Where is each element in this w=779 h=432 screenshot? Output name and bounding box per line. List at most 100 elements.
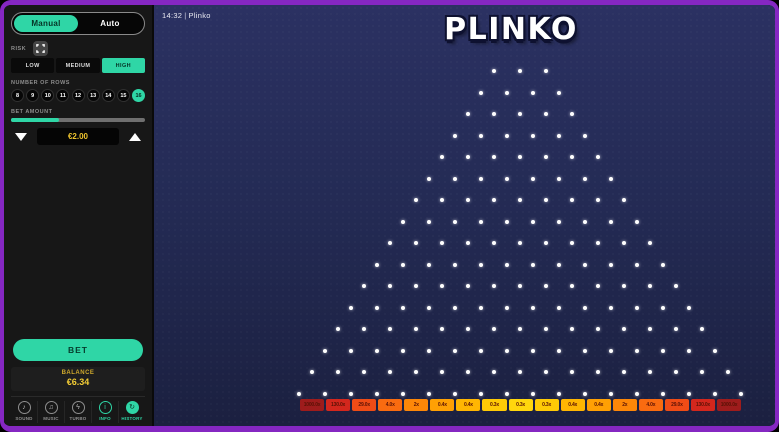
multiplier-slot: 1000.0x: [717, 399, 742, 411]
peg: [414, 370, 418, 374]
rows-option-10[interactable]: 10: [41, 89, 55, 102]
peg: [531, 176, 535, 181]
peg: [518, 370, 522, 374]
peg-row: [336, 327, 704, 331]
peg: [596, 284, 600, 288]
risk-header: RISK: [11, 41, 145, 56]
peg: [414, 284, 418, 288]
multiplier-slot: 2x: [612, 399, 637, 411]
rows-option-8[interactable]: 8: [11, 89, 24, 102]
nav-history-button[interactable]: ↻ HISTORY: [118, 401, 145, 423]
peg: [466, 112, 470, 116]
peg: [492, 69, 496, 73]
peg: [440, 198, 444, 202]
peg: [505, 262, 509, 267]
peg: [505, 348, 509, 353]
peg: [323, 391, 327, 396]
peg: [388, 284, 392, 288]
peg: [557, 348, 561, 353]
balance-value: €6.34: [66, 377, 90, 387]
rows-option-16[interactable]: 16: [132, 89, 145, 102]
peg: [492, 112, 496, 116]
peg: [388, 327, 392, 331]
rows-option-12[interactable]: 12: [71, 89, 85, 102]
peg: [609, 176, 613, 181]
nav-music-button[interactable]: ♫ MUSIC: [37, 401, 64, 423]
peg: [648, 284, 652, 288]
peg: [479, 348, 483, 353]
peg: [518, 155, 522, 159]
multiplier-slot: 130.0x: [326, 399, 351, 411]
peg-row: [297, 391, 743, 396]
peg: [557, 133, 561, 138]
peg: [635, 262, 639, 267]
peg: [531, 219, 535, 224]
tab-manual[interactable]: Manual: [14, 15, 78, 32]
peg: [349, 305, 353, 310]
risk-option-high[interactable]: HIGH: [101, 58, 145, 73]
peg: [401, 348, 405, 353]
peg: [609, 305, 613, 310]
risk-option-low[interactable]: LOW: [11, 58, 55, 73]
rows-option-11[interactable]: 11: [56, 89, 70, 102]
peg: [544, 198, 548, 202]
peg: [583, 133, 587, 138]
peg: [518, 327, 522, 331]
nav-info-button[interactable]: i INFO: [91, 401, 118, 423]
balance-label: BALANCE: [61, 370, 95, 376]
peg: [544, 112, 548, 116]
peg: [349, 391, 353, 396]
mode-tabs: Manual Auto: [11, 12, 145, 35]
multiplier-row: 1000.0x 130.0x 29.0x 4.0x 2x 0.4x 0.4x 0.3x 0.3x…: [300, 399, 742, 411]
peg: [687, 305, 691, 310]
peg: [570, 241, 574, 245]
risk-selector: LOW MEDIUM HIGH: [11, 58, 145, 73]
peg: [583, 219, 587, 224]
bet-increase-button[interactable]: [125, 132, 145, 141]
bet-decrease-button[interactable]: [11, 132, 31, 141]
peg: [518, 241, 522, 245]
peg: [570, 112, 574, 116]
bet-amount-field[interactable]: €2.00: [37, 128, 119, 145]
triangle-up-icon: [129, 132, 141, 141]
music-note-icon: ♫: [44, 401, 58, 414]
peg: [609, 348, 613, 353]
peg: [466, 198, 470, 202]
multiplier-slot: 29.0x: [664, 399, 689, 411]
nav-turbo-label: TURBO: [69, 416, 87, 421]
peg: [583, 262, 587, 267]
nav-turbo-button[interactable]: ϟ TURBO: [64, 401, 91, 423]
rows-option-14[interactable]: 14: [101, 89, 115, 102]
peg: [544, 284, 548, 288]
rows-option-13[interactable]: 13: [86, 89, 100, 102]
bet-progress-fill: [11, 118, 60, 122]
peg: [635, 305, 639, 310]
plinko-board: [297, 69, 743, 413]
peg: [492, 327, 496, 331]
fullscreen-icon[interactable]: [33, 41, 49, 56]
peg: [726, 370, 730, 374]
nav-sound-button[interactable]: ♪ SOUND: [11, 401, 37, 423]
peg: [466, 155, 470, 159]
bet-stepper: €2.00: [11, 128, 145, 145]
peg: [362, 284, 366, 288]
rows-option-15[interactable]: 15: [116, 89, 130, 102]
multiplier-slot: 0.4x: [430, 399, 455, 411]
peg: [544, 327, 548, 331]
peg: [557, 391, 561, 396]
peg: [622, 327, 626, 331]
peg: [609, 219, 613, 224]
tab-auto[interactable]: Auto: [78, 15, 142, 32]
peg: [453, 262, 457, 267]
peg: [544, 370, 548, 374]
bet-progress-bar[interactable]: [11, 118, 145, 122]
peg: [440, 241, 444, 245]
peg: [323, 348, 327, 353]
risk-option-medium[interactable]: MEDIUM: [56, 58, 100, 73]
multiplier-slot: 0.4x: [586, 399, 611, 411]
rows-option-9[interactable]: 9: [26, 89, 40, 102]
bet-button[interactable]: BET: [13, 339, 143, 361]
peg: [609, 262, 613, 267]
risk-label: RISK: [11, 45, 27, 52]
peg: [492, 284, 496, 288]
